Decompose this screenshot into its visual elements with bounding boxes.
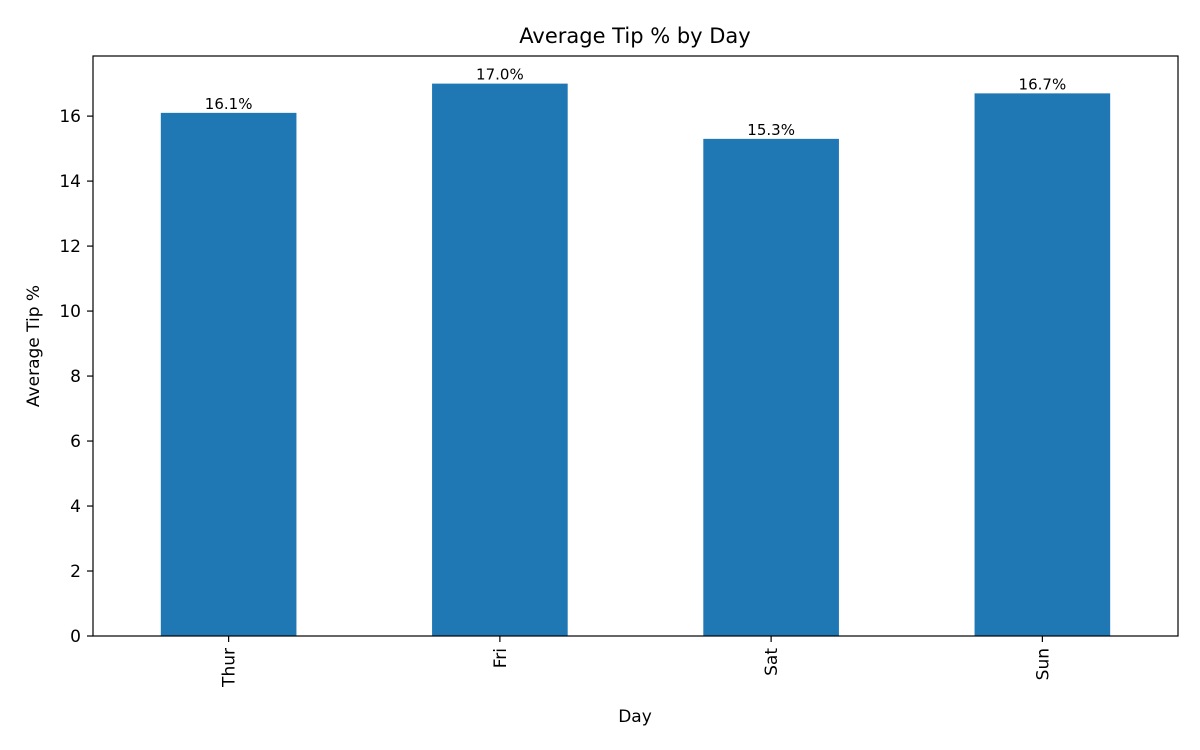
data-label-thur: 16.1% — [205, 95, 253, 113]
y-tick-label-12: 12 — [59, 237, 81, 257]
y-tick-label-14: 14 — [59, 172, 81, 192]
data-labels-group: 16.1% 17.0% 15.3% 16.7% — [205, 66, 1066, 139]
y-tick-label-6: 6 — [70, 432, 81, 452]
data-label-sat: 15.3% — [747, 121, 795, 139]
x-tick-label-thur: Thur — [220, 648, 240, 688]
y-axis-ticks: 0 2 4 6 8 10 12 14 16 — [59, 107, 93, 647]
bar-sat — [703, 138, 839, 636]
y-tick-label-8: 8 — [70, 367, 81, 387]
data-label-sun: 16.7% — [1019, 75, 1067, 93]
chart-title: Average Tip % by Day — [519, 24, 750, 48]
plot-area-frame — [92, 55, 1179, 637]
y-tick-label-10: 10 — [59, 302, 81, 322]
bar-thur — [160, 112, 297, 637]
y-axis-label: Average Tip % — [24, 285, 44, 407]
bars-group — [160, 83, 1111, 637]
y-tick-label-2: 2 — [70, 562, 81, 582]
x-axis-label: Day — [618, 707, 652, 727]
x-axis-ticks: Thur Fri Sat Sun — [220, 636, 1053, 688]
y-tick-label-16: 16 — [59, 107, 81, 127]
data-label-fri: 17.0% — [476, 66, 524, 84]
bar-fri — [432, 83, 568, 637]
y-tick-label-4: 4 — [70, 497, 81, 517]
bar-sun — [974, 93, 1111, 636]
y-tick-label-0: 0 — [70, 627, 81, 647]
x-tick-label-sat: Sat — [762, 648, 782, 676]
x-tick-label-fri: Fri — [491, 648, 511, 668]
x-tick-label-sun: Sun — [1033, 648, 1053, 680]
